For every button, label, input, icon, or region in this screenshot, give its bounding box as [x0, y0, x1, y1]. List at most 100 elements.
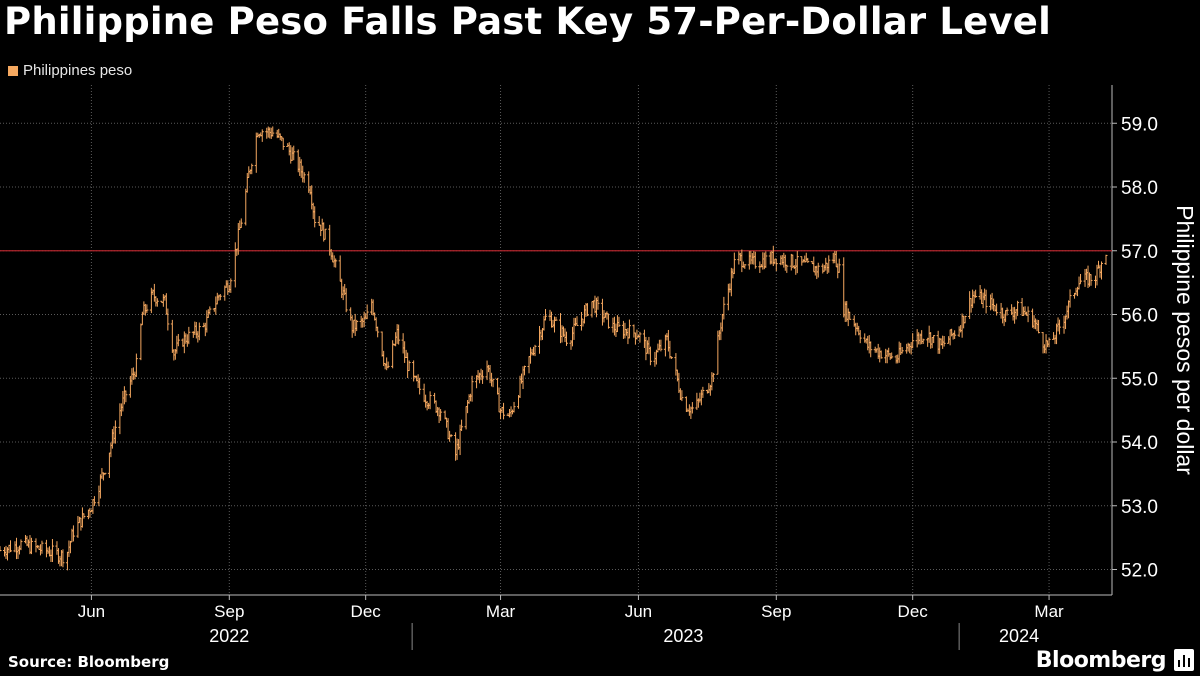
price-bar — [397, 324, 401, 345]
price-bar — [554, 316, 558, 321]
y-tick-label: 55.0 — [1121, 369, 1158, 390]
price-bar — [317, 216, 321, 226]
price-bar — [82, 513, 86, 519]
chart-title: Philippine Peso Falls Past Key 57-Per-Do… — [4, 0, 1051, 43]
price-bar — [502, 402, 506, 420]
price-bar — [617, 316, 621, 328]
price-bar — [774, 258, 778, 272]
price-bar — [376, 326, 380, 338]
price-bar — [40, 540, 44, 554]
y-tick-label: 57.0 — [1121, 242, 1158, 263]
x-tick-label: Sep — [214, 602, 244, 621]
y-tick-label: 58.0 — [1121, 178, 1158, 199]
price-bar — [722, 296, 726, 320]
price-bar — [995, 303, 999, 316]
price-bar — [0, 546, 2, 552]
price-bar — [113, 420, 117, 444]
price-bar — [449, 434, 453, 438]
x-tick-label: Sep — [761, 602, 791, 621]
price-bar — [292, 145, 296, 161]
y-tick-label: 53.0 — [1121, 497, 1158, 518]
price-bar — [680, 390, 684, 402]
price-bar — [743, 263, 747, 269]
price-bar — [984, 289, 988, 314]
price-bar — [690, 402, 694, 414]
price-bar — [71, 525, 75, 542]
price-bar — [344, 288, 348, 313]
price-bar — [942, 336, 946, 347]
price-bar — [19, 539, 23, 551]
price-bar — [1079, 273, 1083, 285]
price-bar — [785, 264, 789, 273]
price-bar — [170, 319, 174, 353]
price-bar — [61, 549, 65, 568]
price-bar — [837, 258, 841, 273]
price-bar — [313, 206, 317, 228]
x-tick-label: Dec — [898, 602, 929, 621]
price-bar — [302, 172, 306, 183]
price-bar — [460, 419, 464, 432]
price-bar — [701, 386, 705, 398]
price-bar — [1100, 261, 1104, 280]
price-bar — [250, 163, 254, 175]
price-bar — [386, 361, 390, 369]
price-bar — [963, 315, 967, 324]
price-bar — [428, 391, 432, 410]
price-bar — [338, 255, 342, 282]
price-bar — [1047, 337, 1051, 348]
price-bar — [1104, 254, 1108, 265]
price-bar — [1089, 274, 1093, 286]
price-bar — [176, 333, 180, 347]
price-bar — [491, 378, 495, 388]
price-bar — [711, 372, 715, 382]
price-bar — [323, 228, 327, 240]
price-bar — [50, 538, 54, 562]
price-bar — [355, 319, 359, 332]
price-bar — [334, 258, 338, 268]
legend-swatch — [8, 65, 18, 76]
price-bar — [92, 496, 96, 506]
price-bar — [218, 294, 222, 301]
price-bar — [953, 330, 957, 340]
y-tick-label: 52.0 — [1121, 561, 1158, 582]
price-bar — [669, 356, 673, 359]
price-bar — [407, 360, 411, 372]
price-bar — [1037, 319, 1041, 334]
price-bar — [795, 250, 799, 274]
price-bar — [103, 472, 107, 476]
price-bar — [271, 126, 275, 137]
price-bar — [418, 377, 422, 395]
source-note: Source: Bloomberg — [8, 653, 170, 671]
price-bar — [911, 333, 915, 349]
price-bar — [764, 251, 768, 268]
price-bar — [281, 137, 285, 150]
y-tick-label: 56.0 — [1121, 306, 1158, 327]
price-bar — [648, 346, 652, 366]
price-bar — [166, 308, 170, 331]
y-axis-label: Philippine pesos per dollar — [1172, 205, 1198, 475]
price-bar — [921, 338, 925, 345]
x-tick-label: Jun — [78, 602, 105, 621]
price-bar — [606, 313, 610, 329]
price-bar — [197, 322, 201, 341]
price-bar — [8, 540, 12, 553]
price-bar — [627, 319, 631, 339]
price-bar — [134, 353, 138, 378]
price-bar — [879, 350, 883, 359]
price-bar — [858, 330, 862, 344]
price-bar — [229, 278, 233, 293]
price-bar — [470, 375, 474, 402]
x-tick-label: Jun — [625, 602, 652, 621]
price-bar — [659, 339, 663, 352]
price-bar — [732, 252, 736, 275]
price-bar — [806, 257, 810, 263]
price-bar — [1005, 307, 1009, 316]
price-bar — [124, 390, 128, 403]
price-bar — [585, 303, 589, 317]
price-bar — [244, 188, 248, 226]
price-bar — [481, 370, 485, 384]
x-tick-label: Dec — [351, 602, 382, 621]
price-bar — [239, 218, 243, 228]
price-bar — [139, 323, 143, 361]
